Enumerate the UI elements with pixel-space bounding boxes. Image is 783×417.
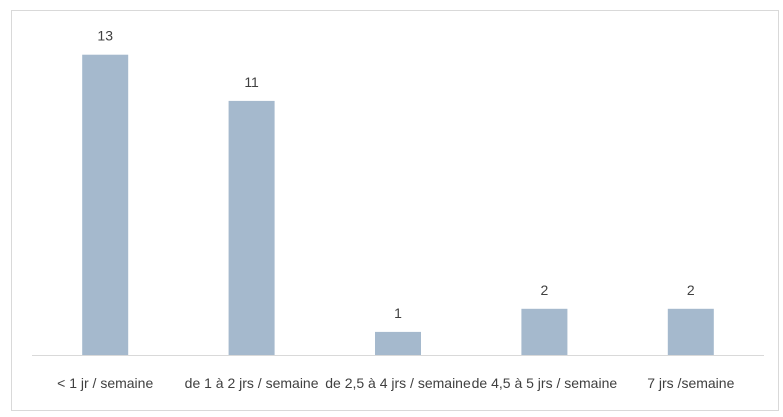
bars-group bbox=[82, 54, 714, 356]
category-label-1: de 1 à 2 jrs / semaine bbox=[185, 375, 319, 391]
category-label-0: < 1 jr / semaine bbox=[57, 375, 153, 391]
data-label-1: 11 bbox=[244, 74, 259, 90]
category-label-4: 7 jrs /semaine bbox=[647, 375, 734, 391]
bar-1 bbox=[228, 100, 275, 356]
data-label-0: 13 bbox=[97, 28, 113, 44]
data-label-2: 1 bbox=[394, 305, 402, 321]
category-label-3: de 4,5 à 5 jrs / semaine bbox=[472, 375, 618, 391]
bar-4 bbox=[667, 308, 714, 355]
data-label-3: 2 bbox=[541, 282, 549, 298]
bar-0 bbox=[82, 54, 129, 355]
bar-2 bbox=[375, 331, 421, 355]
data-label-4: 2 bbox=[687, 282, 695, 298]
category-label-2: de 2,5 à 4 jrs / semaine bbox=[325, 375, 471, 391]
bar-3 bbox=[521, 308, 568, 355]
category-labels-group: < 1 jr / semaine de 1 à 2 jrs / semaine de… bbox=[57, 375, 734, 391]
